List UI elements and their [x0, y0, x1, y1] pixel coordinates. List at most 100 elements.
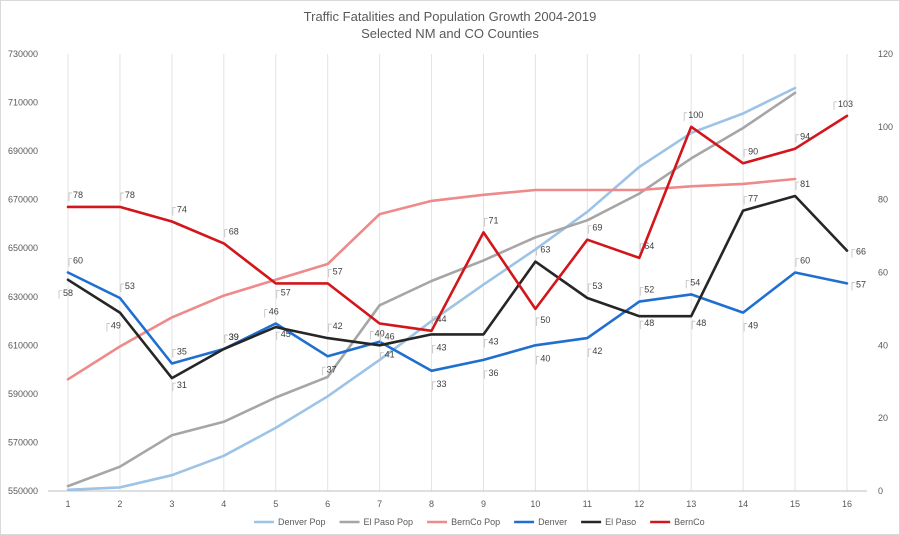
- data-label-leader: [224, 334, 228, 343]
- x-tick-label: 2: [117, 499, 122, 509]
- legend-label-el-paso: El Paso: [605, 517, 636, 527]
- data-label-leader: [743, 196, 748, 205]
- y-right-tick-label: 40: [878, 340, 888, 350]
- x-tick-label: 5: [273, 499, 278, 509]
- x-tick-label: 10: [530, 499, 540, 509]
- data-label-denver: 60: [73, 256, 83, 266]
- data-label-leader: [851, 282, 855, 291]
- data-label-leader: [120, 192, 124, 201]
- x-tick-label: 16: [842, 499, 852, 509]
- data-label-leader: [172, 207, 176, 216]
- x-tick-label: 4: [221, 499, 226, 509]
- y-left-tick-label: 690000: [8, 146, 38, 156]
- data-label-leader: [432, 381, 436, 390]
- y-left-tick-label: 610000: [8, 340, 38, 350]
- x-tick-label: 15: [790, 499, 800, 509]
- series-line-el-paso: [66, 194, 849, 380]
- data-label-bernco: 68: [229, 226, 239, 236]
- legend-label-bernco: BernCo: [674, 517, 705, 527]
- data-label-leader: [639, 287, 644, 296]
- data-label-denver: 40: [540, 353, 550, 363]
- data-label-leader: [536, 247, 540, 256]
- data-label-leader: [224, 334, 228, 343]
- data-label-el-paso: 49: [111, 321, 121, 331]
- data-label-leader: [639, 320, 644, 330]
- data-label-leader: [743, 323, 748, 332]
- data-label-bernco: 78: [125, 190, 135, 200]
- data-label-leader: [851, 249, 855, 258]
- data-label-el-paso: 58: [63, 288, 73, 298]
- x-tick-label: 1: [65, 499, 70, 509]
- data-label-leader: [120, 283, 124, 292]
- data-label-denver: 54: [690, 277, 700, 287]
- x-tick-label: 14: [738, 499, 748, 509]
- y-left-tick-label: 590000: [8, 389, 38, 399]
- data-label-bernco: 69: [592, 223, 602, 233]
- data-label-leader: [795, 181, 800, 191]
- data-label-denver: 41: [385, 350, 395, 360]
- data-label-leader: [685, 279, 690, 289]
- series-line-bernco-pop: [66, 177, 797, 381]
- data-labels: 6053353946374133364042525449605758493139…: [58, 99, 866, 392]
- data-label-el-paso: 39: [229, 332, 239, 342]
- data-label-leader: [380, 334, 384, 343]
- data-label-bernco: 94: [800, 132, 810, 142]
- data-label-denver: 46: [269, 306, 279, 316]
- data-label-leader: [264, 309, 268, 318]
- data-label-leader: [68, 258, 72, 267]
- data-label-el-paso: 48: [644, 318, 654, 328]
- y-left-tick-label: 630000: [8, 292, 38, 302]
- legend-label-denver-pop: Denver Pop: [278, 517, 326, 527]
- x-tick-label: 7: [377, 499, 382, 509]
- y-left-tick-label: 710000: [8, 98, 38, 108]
- data-label-denver: 37: [327, 364, 337, 374]
- data-label-leader: [683, 112, 688, 121]
- data-label-denver: 35: [177, 347, 187, 357]
- data-label-leader: [276, 331, 280, 341]
- data-label-leader: [322, 366, 326, 376]
- series-line-bernco: [66, 114, 849, 333]
- axes: 1 2 3 4 5 6 7 8 9 10 11 12 13 14 15 1655000057000059000…: [8, 49, 893, 509]
- data-label-leader: [106, 323, 110, 332]
- data-label-bernco: 57: [281, 287, 291, 297]
- data-label-el-paso: 43: [488, 336, 498, 346]
- series-line-denver-pop: [66, 86, 797, 492]
- y-left-tick-label: 570000: [8, 437, 38, 447]
- x-tick-label: 8: [429, 499, 434, 509]
- data-label-leader: [795, 258, 800, 267]
- legend-label-denver: Denver: [538, 517, 567, 527]
- data-label-denver: 33: [437, 379, 447, 389]
- data-label-leader: [484, 339, 488, 348]
- data-label-el-paso: 43: [437, 342, 447, 352]
- data-label-leader: [639, 243, 644, 252]
- data-label-leader: [224, 228, 228, 238]
- data-label-denver: 53: [125, 281, 135, 291]
- data-label-el-paso: 40: [375, 328, 385, 338]
- series-line-denver: [66, 271, 849, 373]
- data-label-leader: [484, 218, 488, 227]
- data-label-bernco: 50: [540, 315, 550, 325]
- data-label-leader: [587, 283, 592, 292]
- data-label-bernco: 57: [333, 266, 343, 276]
- data-label-el-paso: 66: [856, 247, 866, 257]
- x-tick-label: 11: [583, 499, 592, 509]
- data-label-leader: [58, 290, 62, 299]
- series-layer: [66, 86, 849, 492]
- chart-title: Traffic Fatalities and Population Growth…: [304, 9, 597, 24]
- legend-label-bernco-pop: BernCo Pop: [451, 517, 500, 527]
- data-label-leader: [587, 225, 592, 234]
- chart-subtitle: Selected NM and CO Counties: [361, 26, 539, 41]
- data-label-el-paso: 45: [281, 329, 291, 339]
- data-label-denver: 60: [800, 256, 810, 266]
- data-label-bernco: 71: [488, 215, 498, 225]
- data-label-leader: [587, 348, 592, 358]
- y-left-tick-label: 650000: [8, 243, 38, 253]
- data-label-leader: [380, 352, 384, 361]
- y-left-tick-label: 670000: [8, 195, 38, 205]
- data-label-el-paso: 42: [333, 321, 343, 331]
- data-label-leader: [68, 192, 72, 201]
- data-label-leader: [276, 290, 280, 299]
- x-tick-label: 3: [169, 499, 174, 509]
- data-label-leader: [484, 370, 488, 379]
- y-left-tick-label: 550000: [8, 486, 38, 496]
